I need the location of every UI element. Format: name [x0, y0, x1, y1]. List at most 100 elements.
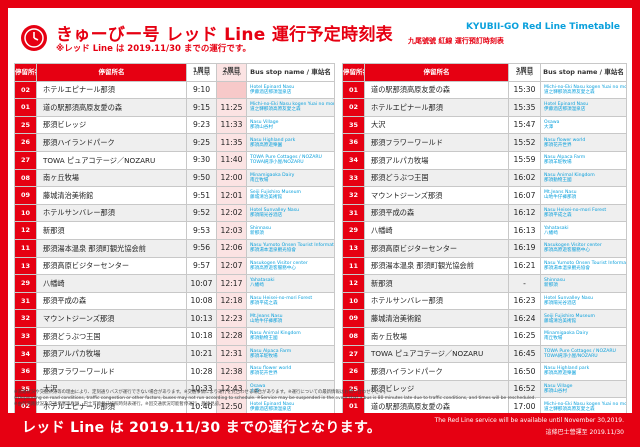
bus-stop-cell: Nasu Highland park 那須高原遊樂園 [540, 362, 627, 381]
bus-stop-cell: Minamigaoka Dairy 南丘牧場 [540, 326, 627, 346]
stop-name-local: 藤城清治美術館 [250, 195, 283, 201]
bus-stop-cell: Seiji Fujishiro Museum 藤城清治美術館 [540, 309, 627, 328]
stop-name-local: 八幡崎 [250, 283, 264, 289]
bus-stop-cell: TOWA Pure Cottages / NOZARU TOWA純淨小屋/NOZA… [246, 150, 335, 170]
time-lap3: 16:07 [508, 186, 541, 205]
time-lap1: 9:52 [186, 203, 217, 223]
time-lap3: 15:30 [508, 80, 541, 100]
table-row: 25 那須ビレッジ 9:23 11:33 Nasu Village 那須山谷村 [14, 115, 335, 135]
stop-name-local: 那須陽光谷酒店 [544, 301, 577, 307]
stop-name-local: TOWA純淨小屋/NOZARU [250, 160, 304, 166]
bus-stop-cell: Seiji Fujishiro Museum 藤城清治美術館 [246, 186, 335, 205]
bus-stop-cell: Nasu Alpaca Farm 那須羊駝牧場 [540, 150, 627, 170]
stop-number: 01 [342, 80, 365, 100]
table-row: 32 マウントジーンズ那須 10:13 12:23 Mt.Jeans Nasu 山地牛仔褲… [14, 309, 335, 328]
stop-number: 35 [342, 115, 365, 135]
time-lap3: 15:35 [508, 98, 541, 117]
stop-name-local: 那須山谷村 [544, 388, 567, 394]
lap3-en: 3rd Lap [515, 72, 534, 78]
time-lap2: 12:03 [216, 221, 247, 240]
stop-number: 12 [14, 221, 37, 240]
stop-name: 南ヶ丘牧場 [364, 326, 509, 346]
table-row: 36 那須フラワーワールド 15:52 Nasu flower world 那須花卉世界 [342, 133, 627, 152]
footer-banner: レッド Line は 2019.11/30 までの運行となります。 The Re… [8, 413, 632, 439]
stop-name-en: Shinnasu [544, 278, 566, 284]
bus-stop-cell: Nasu flower world 那須花卉世界 [540, 133, 627, 152]
table-row: 01 道の駅那須高原友愛の森 9:15 11:25 Michi-no-Eki Nasu … [14, 98, 335, 117]
stop-name-en: Mt.Jeans Nasu [250, 313, 283, 319]
stop-name-en: Shinnasu [250, 225, 272, 231]
table-row: 02 ホテルエピナール那須 9:10 Hotel Epinard Nasu 伊藤酒店那須… [14, 80, 335, 100]
stop-name-en: Seiji Fujishiro Museum [250, 190, 302, 196]
stop-name: 新那須 [364, 274, 509, 293]
time-lap2 [216, 80, 247, 100]
table-row: 33 那須どうぶつ王国 10:18 12:28 Nasu Animal Kingdom 那… [14, 326, 335, 346]
bus-stop-cell: Nasukogen Visitor center 那須高原遊客服務中心 [540, 238, 627, 258]
stop-name-en: Osawa [544, 120, 560, 126]
stop-name-en: Nasu Yumoto Onsen Tourist Information Ce… [250, 243, 334, 249]
time-lap3: 16:13 [508, 221, 541, 240]
time-lap2: 12:00 [216, 168, 247, 188]
time-lap3: 16:21 [508, 256, 541, 276]
time-lap1: 9:51 [186, 186, 217, 205]
bus-stop-cell: TOWA Pure Cottages / NOZARU TOWA純淨小屋/NOZA… [540, 344, 627, 364]
stop-name-en: Nasu Alpaca Farm [544, 155, 586, 161]
bus-stop-cell: Shinnasu 新那須 [246, 221, 335, 240]
time-lap2: 12:50 [216, 397, 247, 416]
footer-notice-en: The Red Line service will be available u… [434, 417, 624, 424]
stop-name-local: 那須高原遊樂園 [544, 371, 577, 377]
stop-name: 新那須 [36, 221, 187, 240]
time-lap2: 12:23 [216, 309, 247, 328]
time-lap1: 10:13 [186, 309, 217, 328]
stop-name: 那須湯本温泉 那須町観光協会前 [364, 256, 509, 276]
bus-stop-cell: Hotel Sunvalley Nasu 那須陽光谷酒店 [246, 203, 335, 223]
stop-name-local: 那須動物王國 [250, 336, 278, 342]
time-lap2: 11:25 [216, 98, 247, 117]
stop-name-en: Hotel Sunvalley Nasu [250, 208, 300, 213]
header: きゅーびー号 レッド Line 運行予定時刻表 ※レッド Line は 2019… [8, 8, 632, 63]
stop-name: ホテルサンバレー那須 [364, 291, 509, 311]
stop-name: ホテルエピナール那須 [36, 80, 187, 100]
stop-name: 那須湯本温泉 那須町観光協会前 [36, 238, 187, 258]
stop-name-local: 新那須 [250, 230, 264, 236]
stop-name: 那須高原ビジターセンター [364, 238, 509, 258]
bus-stop-cell: Osawa 大澤 [540, 115, 627, 135]
time-lap2: 12:01 [216, 186, 247, 205]
stop-name-local: 那須高原遊客服務中心 [544, 248, 590, 254]
stop-number: 02 [342, 98, 365, 117]
stop-name-local: 山地牛仔褲那須 [250, 318, 283, 324]
time-lap3: 15:59 [508, 150, 541, 170]
time-lap2: 12:18 [216, 291, 247, 311]
stop-name-local: 新那須 [544, 283, 558, 289]
time-lap3: 15:47 [508, 115, 541, 135]
time-lap3: 16:19 [508, 238, 541, 258]
stop-name-local: 那須山谷村 [250, 125, 273, 131]
stop-number: 11 [342, 256, 365, 276]
stop-name: ホテルサンバレー那須 [36, 203, 187, 223]
bus-stop-cell: Nasu flower world 那須花卉世界 [246, 362, 335, 381]
stop-name-en: Mt.Jeans Nasu [544, 190, 577, 196]
stop-number: 27 [342, 344, 365, 364]
stop-name-local: 伊藤酒店那須温泉店 [250, 406, 292, 412]
stop-name: 那須平成の森 [36, 291, 187, 311]
header-lap2: 2周目 2nd Lap [216, 63, 247, 82]
notes: ※道路状況や交通渋滞等の理由により、定刻通りバスが運行できない場合があります。※… [14, 390, 624, 408]
stop-name-local: 那須羊駝牧場 [250, 353, 278, 359]
stop-name-local: 那須羊駝牧場 [544, 160, 572, 166]
stop-name-en: Nasukogen Visitor center [250, 260, 308, 266]
bus-stop-cell: Nasu Alpaca Farm 那須羊駝牧場 [246, 344, 335, 364]
table-row: 29 八幡崎 16:13 Yahatasaki 八幡崎 [342, 221, 627, 240]
bus-stop-cell: Nasu Yumoto Onsen Tourist Information Ce… [540, 256, 627, 276]
stop-name-local: 道之驛那須高原友愛之森 [544, 406, 595, 412]
stop-name: 那須平成の森 [364, 203, 509, 223]
stop-name-en: Nasu Highland park [544, 366, 590, 372]
table-row: 11 那須湯本温泉 那須町観光協会前 16:21 Nasu Yumoto Onsen … [342, 256, 627, 276]
time-lap1: 10:33 [186, 379, 217, 399]
stop-name-en: Seiji Fujishiro Museum [544, 313, 596, 319]
time-lap1: 10:07 [186, 274, 217, 293]
note-jp: ※道路状況や交通渋滞等の理由により、定刻通りバスが運行できない場合があります。※… [14, 390, 389, 395]
stop-number: 27 [14, 150, 37, 170]
stop-number: 26 [14, 133, 37, 152]
